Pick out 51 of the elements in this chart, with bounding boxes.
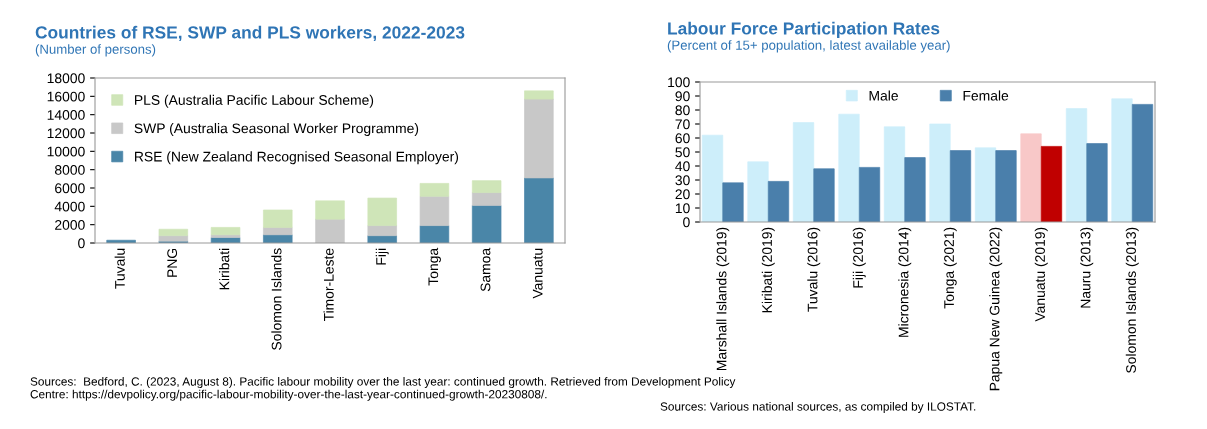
y-tick-label: 50 bbox=[675, 147, 690, 158]
x-tick-label: Marshall Islands (2019) bbox=[716, 227, 730, 371]
y-tick-label: 60 bbox=[675, 133, 690, 144]
y-tick-label: 16000 bbox=[47, 91, 85, 102]
y-tick-label: 80 bbox=[675, 105, 690, 116]
x-tick-label: Tonga bbox=[428, 247, 441, 286]
x-tick-label: Papua New Guinea (2022) bbox=[989, 227, 1003, 391]
x-tick-label: Fiji bbox=[375, 248, 389, 265]
x-tick-label: Solomon Islands bbox=[271, 248, 282, 350]
x-tick-label: PNG bbox=[167, 248, 178, 277]
y-tick-label: 90 bbox=[675, 91, 690, 102]
x-tick-label: Solomon Islands (2013) bbox=[1125, 227, 1139, 373]
legend-label: Female bbox=[963, 90, 1009, 101]
x-tick-label: Kiribati (2019) bbox=[761, 227, 775, 313]
y-tick-label: 10000 bbox=[47, 146, 85, 157]
x-tick-label: Tuvalu (2016) bbox=[807, 227, 821, 312]
chart-title: Labour Force Participation Rates bbox=[668, 21, 940, 38]
y-tick-label: 100 bbox=[668, 77, 690, 88]
chart-subtitle: (Percent of 15+ population, latest available year) bbox=[667, 40, 950, 53]
y-tick-label: 14000 bbox=[47, 110, 85, 120]
y-tick-label: 30 bbox=[675, 175, 690, 186]
source-note: Sources: Bedford, C. (2023, August 8). Pacific labour mobility over the last year: continued growth. Retrieved from Development Policy Centre: https://devpolicy.org/pacific-labour-mobility-over-the-last-year-continued-growth-20230808/. bbox=[30, 377, 736, 401]
x-tick-label: Fiji (2016) bbox=[852, 227, 866, 288]
x-tick-label: Vanuatu (2019) bbox=[1034, 227, 1048, 322]
x-tick-label: Kiribati bbox=[219, 248, 230, 290]
x-tick-label: Samoa bbox=[480, 247, 491, 292]
y-tick-label: 12000 bbox=[47, 128, 85, 139]
source-note: Sources: Various national sources, as compiled by ILOSTAT. bbox=[660, 402, 976, 414]
y-tick-label: 0 bbox=[683, 217, 690, 228]
y-tick-label: 0 bbox=[78, 238, 85, 249]
chart-title: Countries of RSE, SWP and PLS workers, 2022-2023 bbox=[35, 25, 465, 42]
y-tick-label: 10 bbox=[675, 203, 690, 214]
y-tick-label: 4000 bbox=[54, 201, 85, 212]
y-tick-label: 6000 bbox=[55, 183, 85, 194]
legend-label: Male bbox=[869, 90, 898, 101]
y-tick-label: 40 bbox=[675, 161, 690, 172]
legend-label: SWP (Australia Seasonal Worker Programme) bbox=[134, 123, 419, 136]
x-tick-label: Tonga (2021) bbox=[943, 227, 957, 309]
y-tick-label: 70 bbox=[675, 119, 690, 130]
legend-label: RSE (New Zealand Recognised Seasonal Employer) bbox=[135, 151, 459, 165]
y-tick-label: 20 bbox=[675, 189, 690, 200]
x-tick-label: Vanuatu bbox=[532, 248, 543, 299]
x-tick-label: Micronesia (2014) bbox=[898, 227, 912, 337]
chart-subtitle: (Number of persons) bbox=[35, 44, 156, 57]
y-tick-label: 18000 bbox=[47, 73, 85, 84]
x-tick-label: Tuvalu bbox=[114, 248, 125, 289]
x-tick-label: Nauru (2013) bbox=[1080, 227, 1094, 308]
y-tick-label: 8000 bbox=[54, 165, 85, 175]
legend-label: PLS (Australia Pacific Labour Scheme) bbox=[135, 94, 374, 108]
x-tick-label: Timor-Leste bbox=[323, 248, 334, 322]
y-tick-label: 2000 bbox=[55, 220, 85, 230]
